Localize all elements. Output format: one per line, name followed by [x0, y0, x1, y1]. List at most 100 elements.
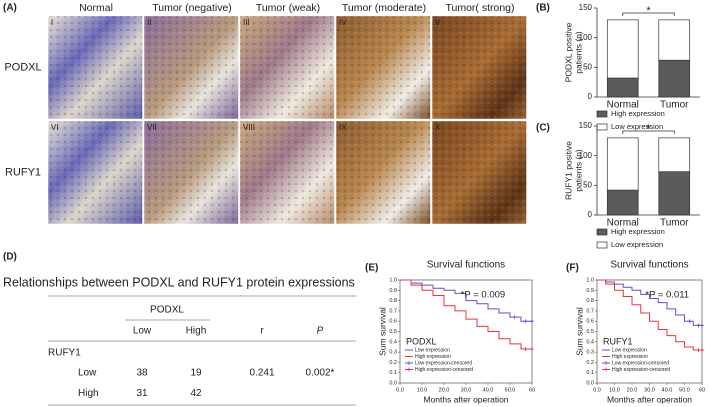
micrograph-texture [144, 121, 239, 224]
significance-mark: * [646, 5, 651, 17]
y-tick-label: 150 [579, 3, 593, 12]
annotation: *P = 0.011 [645, 290, 689, 301]
legend-swatch [596, 123, 608, 131]
panel-label: (B) [536, 3, 550, 14]
panel-numeral: V [435, 18, 441, 27]
x-tick-label: 50.0 [505, 387, 516, 393]
table-title: Relationships between PODXL and RUFY1 pr… [3, 275, 355, 289]
censor-mark [687, 319, 692, 324]
panel-numeral: III [243, 18, 250, 27]
bar-segment [658, 59, 691, 98]
micrograph-texture [48, 121, 143, 224]
micrograph-texture [144, 16, 239, 119]
chart-title: Survival functions [427, 260, 505, 271]
x-tick-label: Tumor [660, 100, 689, 111]
censor-mark [530, 347, 534, 352]
panel-numeral: X [435, 123, 441, 132]
micrograph-texture [240, 16, 335, 119]
x-tick-label: 0.0 [396, 387, 404, 393]
significance-bracket [622, 130, 675, 134]
bar-segment [606, 137, 639, 191]
legend-label: Low expression [612, 347, 647, 353]
y-tick-label: 0.5 [586, 329, 594, 335]
legend-swatch [596, 228, 608, 236]
legend-swatch [596, 110, 608, 118]
micrograph-texture [432, 121, 527, 224]
panel-label: (D) [3, 252, 17, 263]
legend-label: High expression [611, 109, 665, 118]
column-header: Tumor( strong) [445, 2, 514, 14]
y-tick-label: 0.2 [389, 360, 397, 366]
legend-label: High expression-censored [415, 367, 473, 373]
y-tick-label: 0.8 [586, 298, 594, 304]
legend-swatch [596, 241, 608, 249]
panel-label: (F) [566, 263, 579, 274]
panel-label: (C) [536, 123, 550, 134]
survival-curve [400, 279, 532, 350]
y-tick-label: 50 [583, 62, 592, 71]
censor-mark [696, 348, 701, 353]
censor-mark [700, 323, 704, 328]
y-tick-label: 0.7 [389, 308, 397, 314]
y-tick-label: 0.3 [389, 350, 397, 356]
bar-segment [658, 19, 691, 61]
x-tick-label: 20.0 [439, 387, 450, 393]
censor-mark [530, 319, 534, 324]
legend-label: High expression [612, 354, 648, 360]
y-tick-label: 0.1 [389, 370, 397, 376]
x-tick-label: 60 [529, 387, 535, 393]
y-tick-label: 0.1 [586, 370, 594, 376]
legend-label: High expression [611, 227, 665, 236]
y-axis-label-text: PODXL positive patients (n) [563, 22, 583, 83]
censor-mark [700, 348, 704, 353]
micrograph-texture [240, 121, 335, 224]
x-tick-label: 10.0 [417, 387, 428, 393]
y-tick-label: 0.4 [586, 339, 594, 345]
table-column-header: r [260, 326, 264, 337]
table-cell: 0.241 [249, 368, 274, 379]
plot-label: PODXL [406, 336, 437, 346]
table-cell: 42 [190, 388, 202, 399]
y-axis-label: Sum survival [574, 307, 584, 356]
y-tick-label: 0.0 [586, 380, 594, 386]
censor-mark [523, 319, 528, 324]
panel-numeral: VII [147, 123, 157, 132]
legend-label: Low expression [611, 122, 663, 131]
legend-label: Low expression-censored [612, 360, 669, 366]
x-axis-label: Months after operation [607, 394, 692, 404]
table-cell: 31 [136, 388, 148, 399]
table-cell: 0.002* [306, 368, 335, 379]
y-tick-label: 0.6 [389, 319, 397, 325]
y-axis-label-text: RUFY1 positive patients (n) [563, 140, 583, 201]
significance-mark: * [646, 123, 651, 135]
panel-numeral: IX [339, 123, 347, 132]
panel-numeral: IV [339, 18, 347, 27]
bar-segment [606, 189, 639, 216]
y-tick-label: 50 [583, 180, 592, 189]
y-tick-label: 0.3 [586, 350, 594, 356]
y-tick-label: 100 [579, 33, 593, 42]
y-tick-label: 0.6 [586, 319, 594, 325]
column-header: Tumor (negative) [152, 2, 232, 14]
panel-label: (A) [3, 3, 17, 14]
x-axis-label: Months after operation [423, 394, 508, 404]
panel-numeral: II [147, 18, 151, 27]
x-tick-label: Normal [607, 218, 639, 229]
table-column-header: Low [133, 326, 152, 337]
censor-mark [523, 347, 528, 352]
plot-label: RUFY1 [603, 336, 633, 346]
x-tick-label: 30.0 [461, 387, 472, 393]
y-tick-label: 0.9 [389, 288, 397, 294]
y-tick-label: 1.0 [389, 277, 397, 283]
censor-mark [512, 315, 517, 320]
legend-label: Low expression [611, 240, 663, 249]
panel-label: (E) [365, 263, 378, 274]
micrograph-texture [432, 16, 527, 119]
micrograph-texture [336, 121, 431, 224]
y-tick-label: 0.7 [586, 308, 594, 314]
row-label: RUFY1 [5, 166, 41, 178]
annotation: *P = 0.009 [461, 290, 505, 301]
x-tick-label: 50.0 [679, 387, 690, 393]
legend-label: High expression [415, 354, 451, 360]
